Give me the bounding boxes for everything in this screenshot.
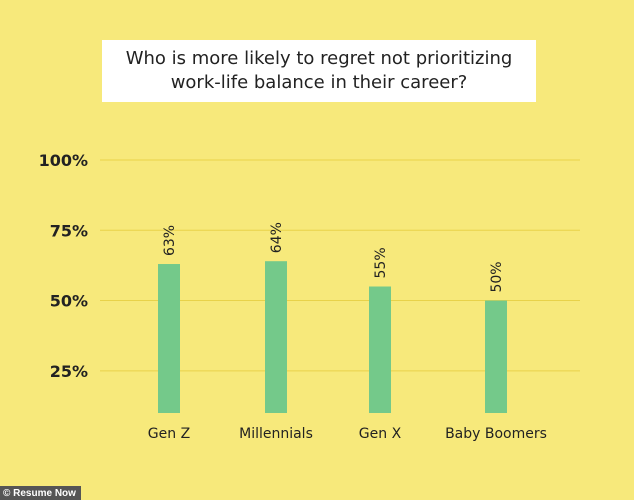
y-tick-label: 100% bbox=[39, 151, 88, 170]
data-label: 63% bbox=[162, 225, 178, 256]
credit-label: © Resume Now bbox=[0, 486, 81, 500]
category-label: Millennials bbox=[239, 426, 313, 442]
bar bbox=[158, 264, 180, 413]
data-label: 55% bbox=[373, 247, 389, 278]
bar bbox=[485, 300, 507, 413]
category-label: Gen X bbox=[359, 426, 402, 442]
bar bbox=[369, 286, 391, 413]
y-tick-label: 25% bbox=[50, 362, 88, 381]
category-label: Gen Z bbox=[148, 426, 190, 442]
chart-title: Who is more likely to regret not priorit… bbox=[102, 40, 536, 102]
bar bbox=[265, 261, 287, 413]
category-label: Baby Boomers bbox=[445, 426, 547, 442]
y-tick-label: 75% bbox=[50, 221, 88, 240]
data-label: 50% bbox=[489, 261, 505, 292]
y-tick-label: 50% bbox=[50, 292, 88, 311]
data-label: 64% bbox=[269, 222, 285, 253]
